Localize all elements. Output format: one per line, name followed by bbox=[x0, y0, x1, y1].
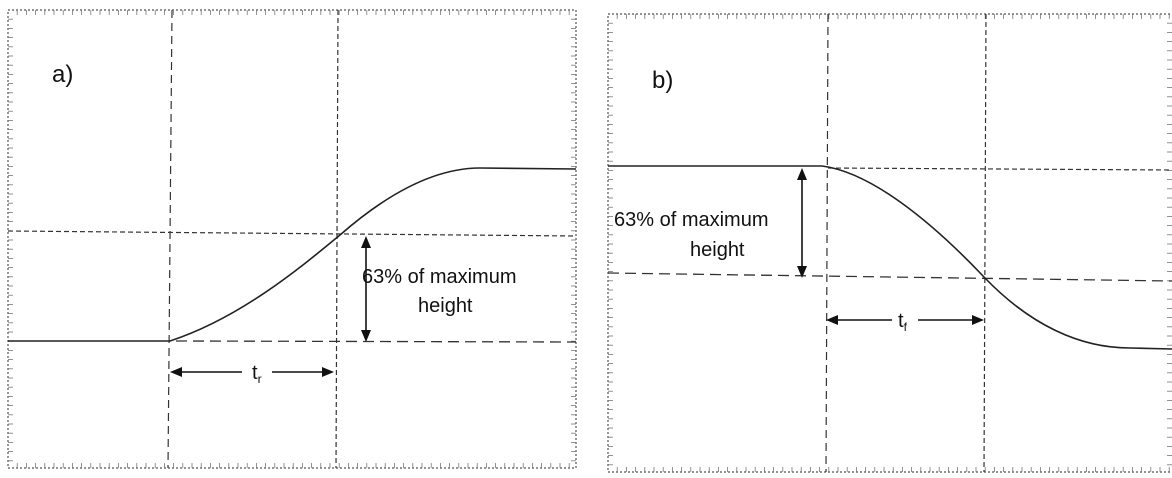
panel-a-rise-time-symbol: t bbox=[252, 362, 258, 384]
panel-a-hline-baseline bbox=[175, 340, 577, 343]
panel-a-rise-waveform bbox=[8, 167, 577, 342]
panel-a-rise-time-arrowhead-left bbox=[170, 367, 182, 377]
panel-b-label: b) bbox=[652, 67, 673, 94]
panel-b-fall-waveform bbox=[608, 165, 1172, 350]
panel-b-hline-63 bbox=[607, 272, 1172, 282]
panel-a-ticks bbox=[8, 10, 576, 468]
panel-a-rise-time-subscript: r bbox=[258, 372, 262, 386]
panel-b-63-arrowhead-down bbox=[797, 266, 807, 278]
panel-b-fall-time-arrowhead-right bbox=[972, 315, 984, 325]
panel-b-fall-time-label: tf bbox=[898, 310, 908, 334]
panel-b-fall-time-symbol: t bbox=[898, 310, 904, 332]
panel-b-annotation-line2: height bbox=[690, 239, 745, 261]
panel-a-vline-63 bbox=[335, 9, 339, 469]
panel-b-frame bbox=[607, 13, 1172, 473]
panel-a: a) 63% of maximum height tr bbox=[7, 9, 577, 469]
panel-a-63-arrowhead-up bbox=[361, 236, 371, 248]
panel-a-rise-time-label: tr bbox=[252, 362, 262, 386]
panel-b-vline-start bbox=[825, 13, 829, 473]
panel-a-frame bbox=[7, 9, 577, 469]
panel-b-63-arrowhead-up bbox=[797, 168, 807, 180]
panel-b: b) 63% of maximum height tf bbox=[607, 13, 1172, 473]
panel-a-hline-63 bbox=[7, 230, 577, 237]
panel-a-annotation-line1: 63% of maximum bbox=[362, 266, 517, 288]
panel-a-rise-time-arrowhead-right bbox=[322, 367, 334, 377]
panel-b-vline-63 bbox=[983, 13, 987, 473]
panel-b-fall-time-subscript: f bbox=[904, 320, 908, 334]
panel-a-63-arrowhead-down bbox=[361, 330, 371, 342]
panel-a-label: a) bbox=[52, 61, 73, 88]
panel-a-vline-start bbox=[167, 9, 173, 469]
panel-b-hline-top bbox=[827, 167, 1172, 171]
panel-b-fall-time-arrowhead-left bbox=[826, 315, 838, 325]
panel-b-ticks bbox=[608, 14, 1172, 472]
panel-a-annotation-line2: height bbox=[418, 295, 473, 317]
panel-b-annotation-line1: 63% of maximum bbox=[614, 209, 769, 231]
